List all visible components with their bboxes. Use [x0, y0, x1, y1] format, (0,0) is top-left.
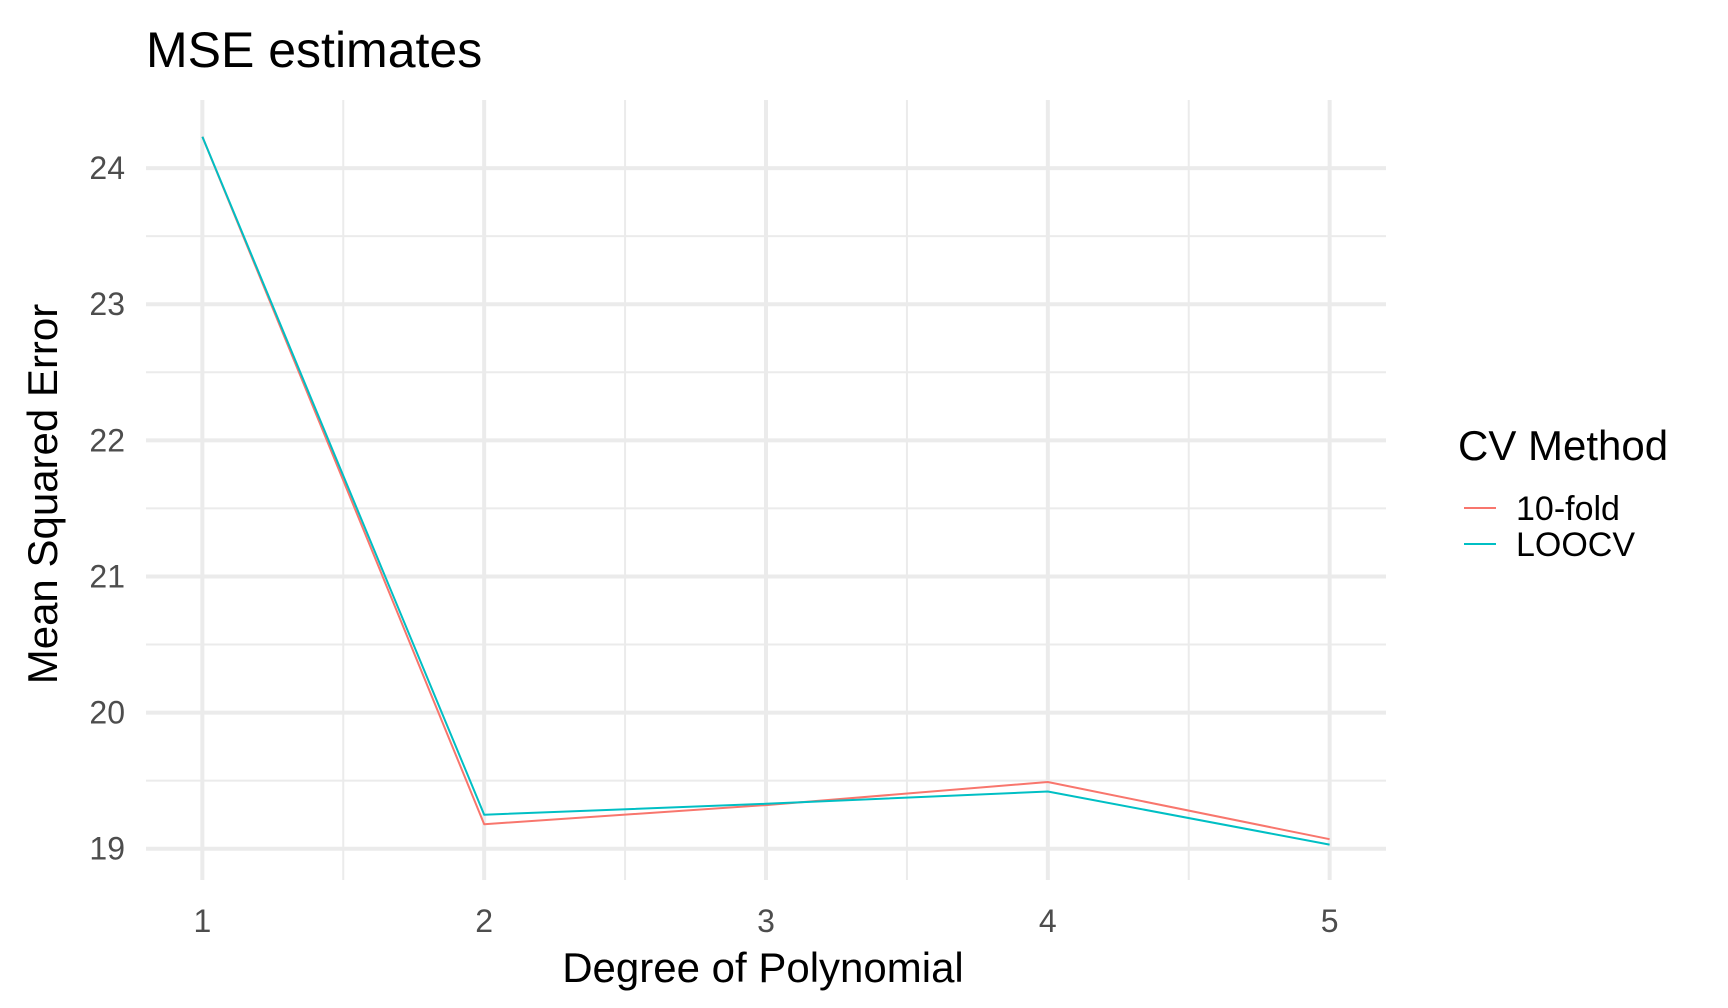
y-axis-title: Mean Squared Error: [19, 304, 66, 685]
series-line-loocv: [201, 136, 1330, 846]
x-tick-label: 2: [475, 903, 493, 939]
legend: CV Method 10-fold LOOCV: [1458, 422, 1668, 564]
series-line-10-fold: [201, 136, 1330, 841]
legend-label-10-fold: 10-fold: [1516, 490, 1620, 528]
chart-title: MSE estimates: [146, 22, 482, 78]
y-tick-label: 22: [89, 422, 125, 458]
major-gridlines: [146, 100, 1386, 880]
x-tick-label: 4: [1039, 903, 1057, 939]
x-tick-label: 1: [193, 903, 211, 939]
x-tick-labels: 1 2 3 4 5: [193, 903, 1338, 939]
y-tick-label: 20: [89, 695, 125, 731]
y-tick-label: 23: [89, 286, 125, 322]
y-tick-label: 19: [89, 831, 125, 867]
x-tick-label: 5: [1321, 903, 1339, 939]
y-tick-label: 24: [89, 150, 125, 186]
x-axis-title: Degree of Polynomial: [562, 944, 964, 991]
y-tick-label: 21: [89, 558, 125, 594]
x-tick-label: 3: [757, 903, 775, 939]
legend-label-loocv: LOOCV: [1516, 526, 1635, 564]
series-lines: [201, 136, 1330, 846]
legend-title: CV Method: [1458, 422, 1668, 469]
y-tick-labels: 19 20 21 22 23 24: [89, 150, 125, 867]
